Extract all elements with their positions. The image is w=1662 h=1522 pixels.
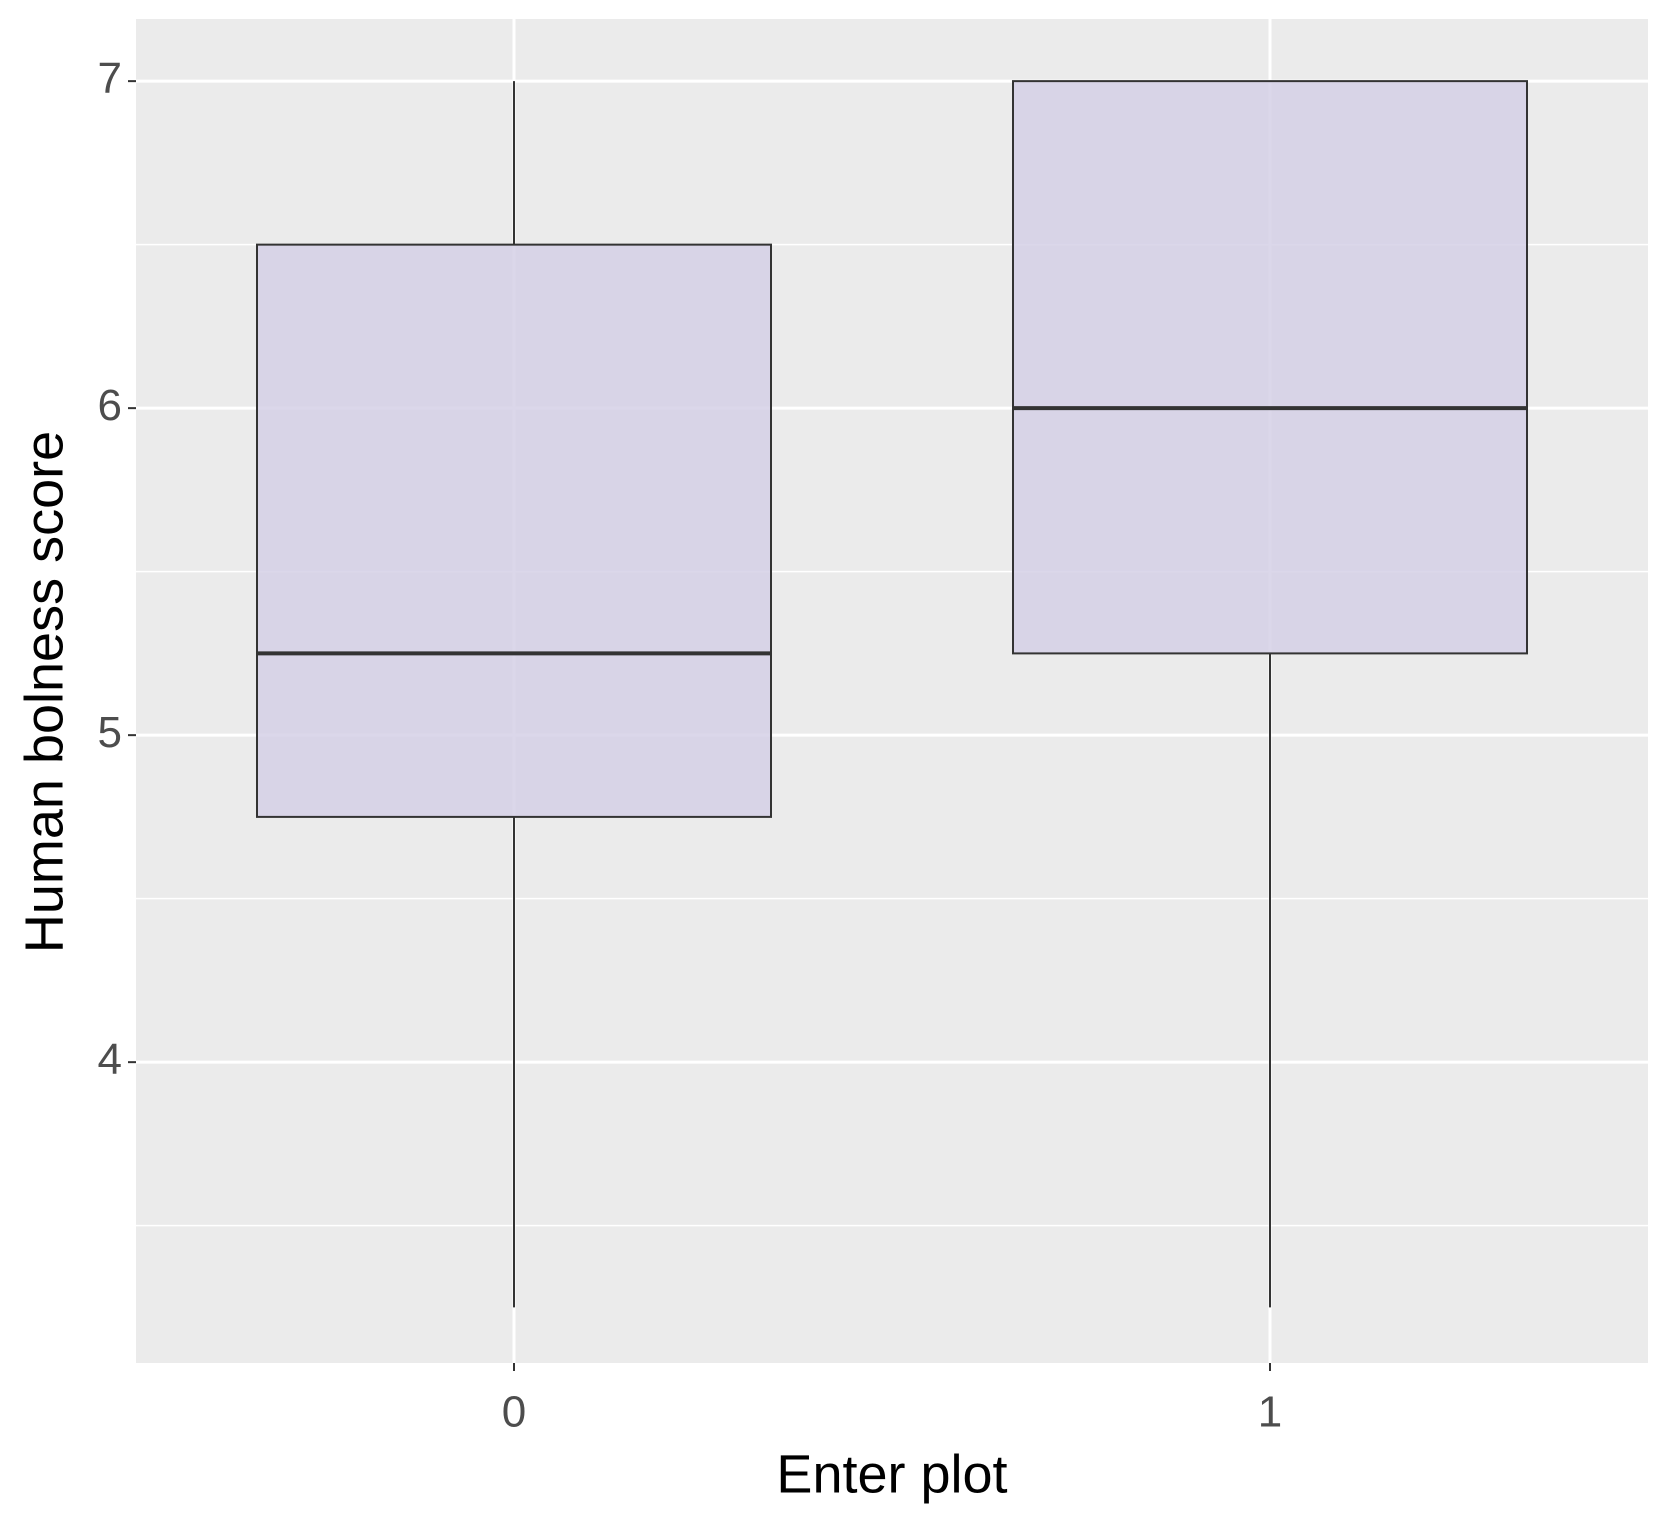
box (1012, 80, 1528, 655)
y-axis-title: Human bolness score (14, 431, 74, 953)
x-tick-label: 1 (1258, 1388, 1282, 1437)
y-tick-label: 5 (98, 708, 122, 757)
y-tick-label: 6 (98, 381, 122, 430)
x-tick-label: 0 (502, 1388, 526, 1437)
x-axis-title: Enter plot (776, 1444, 1007, 1504)
y-tick-label: 7 (98, 54, 122, 103)
y-tick-label: 4 (98, 1035, 122, 1084)
box (256, 243, 772, 818)
